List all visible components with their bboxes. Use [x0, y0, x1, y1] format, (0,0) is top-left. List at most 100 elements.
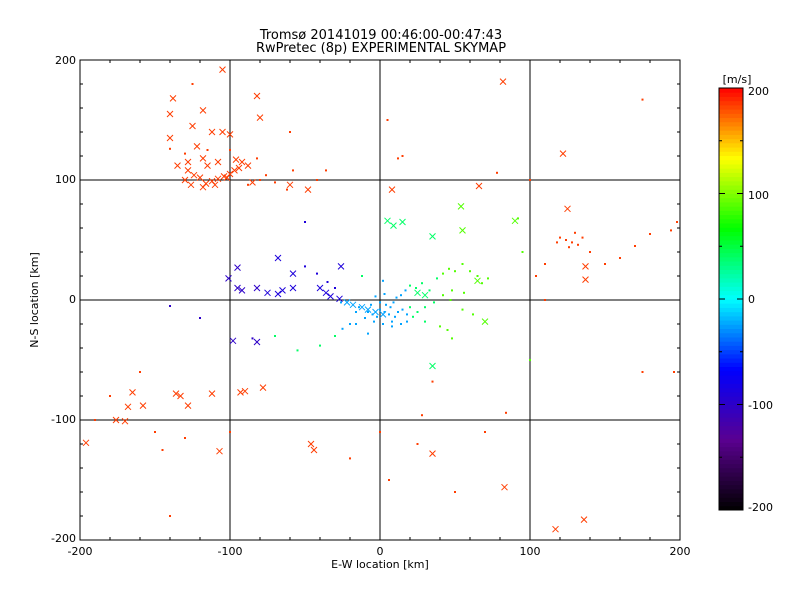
cross-stroke — [181, 176, 189, 184]
data-point-dot — [604, 263, 606, 265]
data-point-dot — [296, 349, 299, 352]
colorbar-segment — [719, 374, 743, 380]
cross-stroke — [234, 284, 241, 292]
data-point-cross — [190, 171, 198, 179]
colorbar-segment — [719, 463, 743, 469]
data-point-cross — [564, 205, 571, 213]
data-point-cross — [337, 263, 345, 270]
data-point-dot — [415, 287, 417, 289]
cross-stroke — [225, 275, 232, 282]
data-point-cross — [336, 295, 343, 303]
cross-stroke — [193, 143, 201, 150]
colorbar-segment — [719, 159, 743, 165]
data-point-dot — [641, 371, 644, 373]
data-point-cross — [501, 483, 508, 491]
data-point-dot — [431, 380, 434, 383]
colorbar-segment — [719, 193, 743, 199]
y-tick-label: -200 — [51, 532, 76, 545]
colorbar-segment — [719, 92, 743, 97]
colorbar-segment — [719, 185, 743, 190]
cross-stroke — [310, 446, 318, 454]
data-point-cross — [274, 290, 282, 298]
data-point-dot — [487, 277, 489, 280]
colorbar-segment — [719, 218, 743, 224]
data-point-dot — [449, 299, 452, 301]
colorbar-segment — [719, 100, 743, 106]
colorbar-segment — [719, 239, 743, 245]
data-point-dot — [341, 327, 344, 330]
data-point-cross — [316, 284, 324, 292]
data-point-dot — [391, 325, 393, 328]
data-point-cross — [181, 176, 189, 184]
cross-stroke — [169, 95, 177, 102]
data-point-dot — [401, 308, 404, 311]
data-point-dot — [374, 295, 377, 298]
data-point-dot — [154, 431, 156, 433]
data-point-dot — [484, 431, 486, 433]
data-point-dot — [367, 311, 369, 313]
data-point-dot — [373, 320, 375, 323]
data-point-dot — [206, 149, 209, 151]
data-point-dot — [286, 188, 288, 191]
colorbar-segment — [719, 273, 743, 279]
data-point-cross — [238, 158, 246, 166]
colorbar-segment — [719, 379, 743, 384]
colorbar-segment — [719, 336, 743, 342]
data-point-dot — [349, 457, 351, 460]
data-point-cross — [219, 128, 226, 136]
cross-stroke — [475, 182, 483, 190]
data-point-dot — [436, 277, 438, 280]
cross-stroke — [429, 233, 436, 240]
colorbar-segment — [719, 294, 743, 300]
colorbar-segment — [719, 434, 743, 439]
colorbar-segment — [719, 134, 743, 140]
cross-stroke — [189, 122, 196, 130]
cross-stroke — [82, 439, 90, 447]
data-point-dot — [334, 287, 336, 289]
data-point-cross — [238, 287, 246, 294]
colorbar-segment — [719, 358, 743, 363]
data-point-cross — [208, 390, 216, 397]
colorbar-segment — [719, 332, 743, 338]
cross-stroke — [112, 416, 120, 424]
data-point-dot — [385, 303, 387, 306]
data-point-cross — [457, 203, 465, 210]
data-point-cross — [184, 402, 192, 409]
data-point-cross — [232, 156, 240, 163]
data-point-dot — [400, 294, 402, 297]
data-point-cross — [307, 440, 315, 448]
cross-stroke — [226, 131, 234, 138]
data-point-cross — [226, 131, 234, 138]
data-point-cross — [384, 217, 391, 225]
data-point-cross — [279, 287, 286, 294]
data-point-dot — [340, 301, 342, 304]
x-axis-label: E-W location [km] — [331, 558, 429, 571]
data-point-dot — [319, 344, 321, 347]
data-point-dot — [544, 263, 546, 265]
data-point-dot — [517, 217, 519, 220]
data-point-cross — [196, 174, 204, 181]
cross-stroke — [241, 387, 249, 395]
data-point-dot — [388, 479, 390, 481]
data-point-dot — [370, 303, 372, 306]
data-point-dot — [259, 179, 261, 181]
data-point-cross — [474, 277, 481, 285]
cross-stroke — [229, 337, 237, 345]
colorbar-segment — [719, 450, 743, 456]
data-point-dot — [404, 289, 407, 292]
data-point-dot — [382, 323, 384, 325]
colorbar-segment — [719, 341, 743, 346]
cross-stroke — [289, 284, 297, 292]
data-point-dot — [649, 233, 651, 235]
cross-stroke — [552, 525, 559, 533]
data-point-dot — [469, 270, 471, 273]
colorbar-segment — [719, 248, 743, 254]
data-point-dot — [454, 270, 456, 273]
colorbar-segment — [719, 138, 743, 144]
data-point-dot — [559, 236, 561, 239]
cross-stroke — [232, 156, 240, 163]
data-point-dot — [496, 171, 498, 174]
data-point-cross — [169, 95, 177, 102]
cross-stroke — [264, 289, 271, 297]
cross-stroke — [388, 186, 396, 193]
